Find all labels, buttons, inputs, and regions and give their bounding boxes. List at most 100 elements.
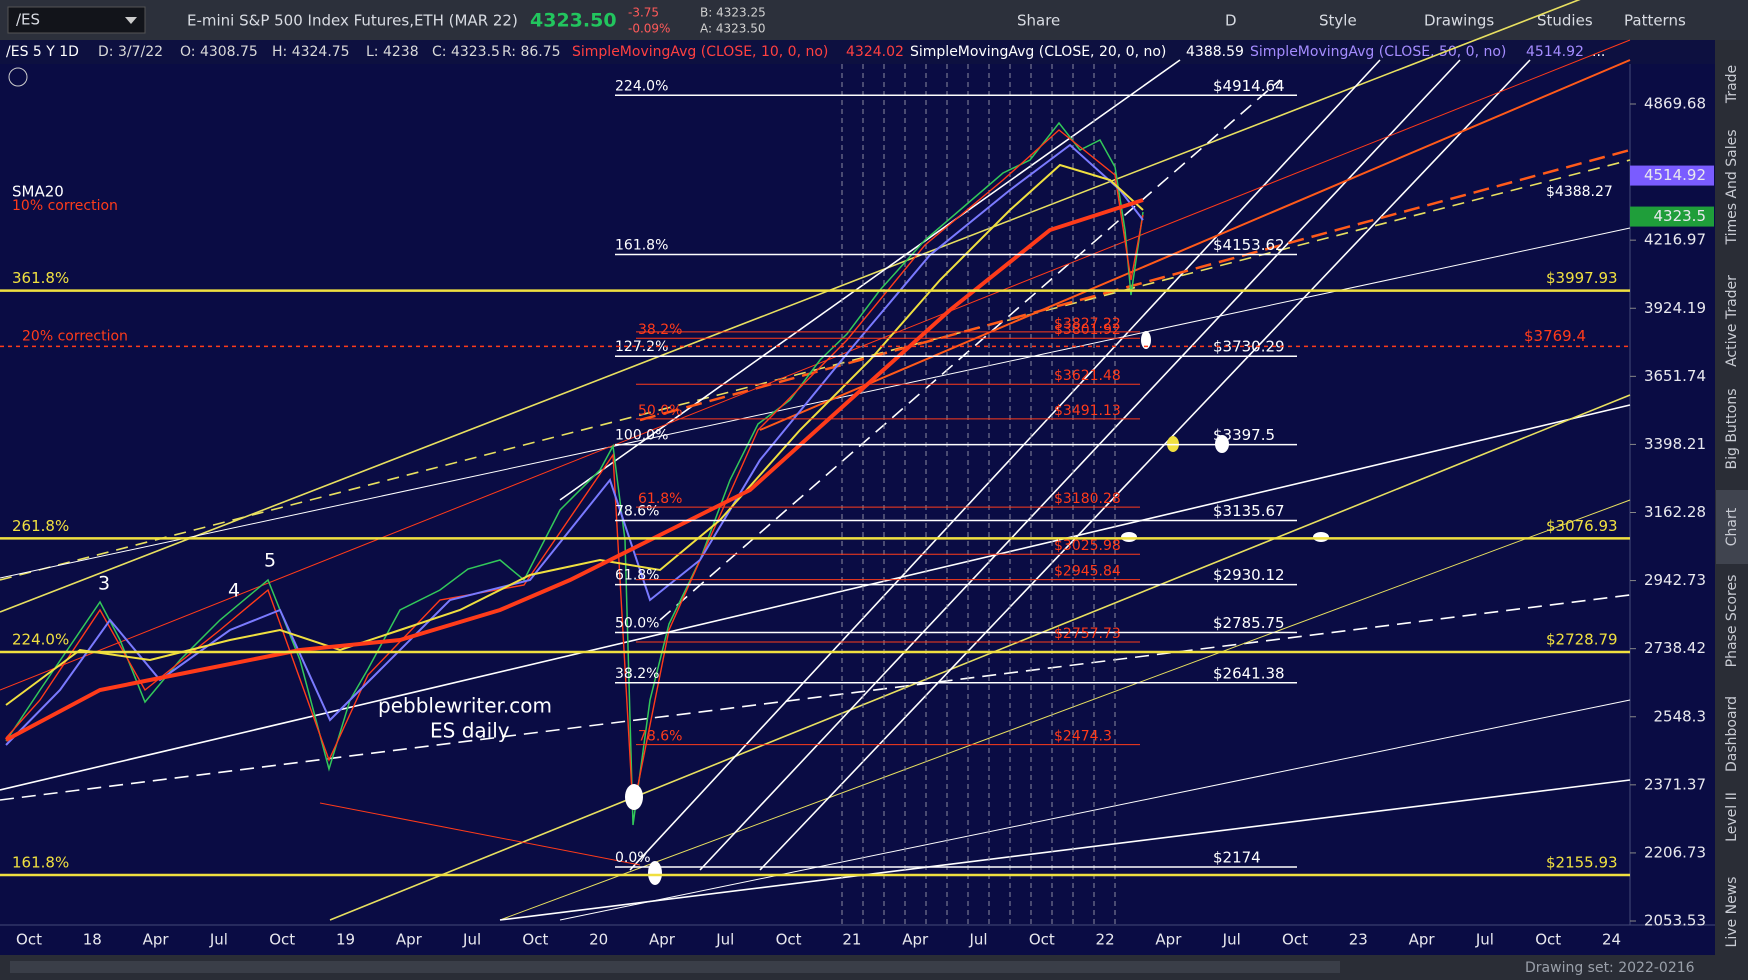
price-label: 2053.53	[1644, 912, 1706, 930]
drawings-button[interactable]: Drawings	[1424, 12, 1494, 30]
time-label: Jul	[1475, 931, 1494, 949]
trend-line	[0, 404, 1631, 791]
change-pct: -0.09%	[628, 22, 670, 36]
style-button[interactable]: Style	[1319, 12, 1357, 30]
fib-label: 100.0%	[615, 428, 668, 444]
red-level-label: $3491.13	[1054, 403, 1121, 419]
symbol: /ES	[16, 11, 40, 29]
side-tab[interactable]: Live News	[1724, 877, 1740, 948]
chart-bg	[0, 40, 1715, 955]
trend-line	[0, 0, 1581, 613]
price-label: 2206.73	[1644, 843, 1706, 861]
marker	[625, 784, 643, 810]
time-label: Oct	[16, 931, 42, 949]
side-tab[interactable]: Chart	[1724, 507, 1740, 546]
channel-line	[0, 39, 1631, 691]
time-label: Apr	[143, 931, 170, 949]
fib-label: 224.0%	[615, 78, 668, 94]
share-button[interactable]: Share	[1017, 12, 1060, 30]
info-close: C: 4323.5	[432, 44, 500, 60]
trend-line	[329, 394, 1631, 921]
red-level-label: $2757.73	[1054, 626, 1121, 642]
channel-line	[699, 59, 1461, 871]
plot-area	[0, 0, 1631, 925]
marker	[1141, 331, 1151, 349]
channel-line	[559, 59, 1181, 501]
info-bar-bg	[0, 40, 1715, 64]
sma50-line	[5, 143, 1144, 746]
patterns-button[interactable]: Patterns	[1624, 12, 1686, 30]
yellow-level-label: $3997.93	[1546, 269, 1618, 287]
trend-line	[499, 499, 1631, 921]
trend-lines	[0, 0, 1631, 921]
time-label: Oct	[1029, 931, 1055, 949]
info-symbol: /ES 5 Y 1D	[6, 44, 79, 60]
red-level-label: $3801.92	[1054, 322, 1121, 338]
marker	[1313, 532, 1329, 542]
right-label: $4388.27	[1546, 184, 1613, 200]
trend-line	[0, 227, 1631, 579]
level-label: $2641.38	[1213, 664, 1285, 682]
yellow-fib-label: 261.8%	[12, 517, 69, 535]
sma50-study: SimpleMovingAvg (CLOSE, 50, 0, no)	[1250, 44, 1506, 60]
description: E-mini S&P 500 Index Futures,ETH (MAR 22…	[187, 12, 518, 30]
level-label: $4153.62	[1213, 236, 1285, 254]
change: -3.75	[628, 6, 659, 20]
correction-note: 10% correction	[12, 198, 118, 214]
alert-icon[interactable]	[8, 67, 28, 87]
yellow-fib-label: 224.0%	[12, 631, 69, 649]
price-label: 2548.3	[1654, 707, 1707, 725]
time-label: 18	[83, 931, 102, 949]
price-badge	[1630, 165, 1714, 186]
wave-label: 5	[264, 550, 276, 572]
marker	[1121, 532, 1137, 542]
price-label: 2371.37	[1644, 775, 1706, 793]
drawing-set: Drawing set: 2022-0216	[1525, 960, 1695, 976]
time-label: 20	[589, 931, 608, 949]
price-badge	[1630, 206, 1714, 227]
side-tab[interactable]: Level II	[1724, 792, 1740, 842]
side-tab[interactable]: Dashboard	[1724, 696, 1740, 772]
trend-line	[559, 699, 1631, 921]
channel-line	[759, 59, 1631, 431]
yellow-fib-label: 361.8%	[12, 269, 69, 287]
red-level-label: $3180.28	[1054, 491, 1121, 507]
sma50-value: 4514.92	[1526, 44, 1584, 60]
red-fib-label: 50.0%	[638, 403, 682, 419]
fib-label: 61.8%	[615, 568, 659, 584]
price-label: 2738.42	[1644, 639, 1706, 657]
time-label: Jul	[715, 931, 734, 949]
correction-label: 20% correction	[22, 328, 128, 344]
price-label: 3651.74	[1644, 367, 1706, 385]
red-level-label: $2945.84	[1054, 564, 1121, 580]
price-label: 2942.73	[1644, 571, 1706, 589]
info-date: D: 3/7/22	[98, 44, 163, 60]
level-label: $3397.5	[1213, 426, 1275, 444]
fib-label: 0.0%	[615, 850, 651, 866]
red-fib-label: 61.8%	[638, 491, 682, 507]
time-label: Apr	[1409, 931, 1436, 949]
side-tab[interactable]: Big Buttons	[1724, 388, 1740, 469]
scrollbar[interactable]	[10, 961, 1340, 973]
red-level-label: $2474.3	[1054, 729, 1112, 745]
side-tab[interactable]: Trade	[1724, 65, 1740, 104]
symbol-dropdown[interactable]	[125, 17, 137, 24]
studies-button[interactable]: Studies	[1537, 12, 1593, 30]
time-label: 23	[1349, 931, 1368, 949]
price-label: 3162.28	[1644, 503, 1706, 521]
sma10-study: SimpleMovingAvg (CLOSE, 10, 0, no)	[572, 44, 828, 60]
info-low: L: 4238	[366, 44, 419, 60]
aggregation-button[interactable]: D	[1225, 12, 1237, 30]
symbol-box[interactable]	[7, 6, 146, 34]
side-tabs: Trade Times And Sales Active Trader Big …	[1716, 65, 1748, 948]
correction-level-label: $3769.4	[1524, 327, 1586, 345]
time-label: Jul	[1222, 931, 1241, 949]
side-tab[interactable]: Phase Scores	[1724, 575, 1740, 668]
side-tab[interactable]: Active Trader	[1724, 275, 1740, 367]
side-tab[interactable]: Times And Sales	[1724, 129, 1740, 245]
sma200-line	[5, 198, 1144, 742]
channel-line	[759, 59, 1531, 871]
time-label: Oct	[522, 931, 548, 949]
